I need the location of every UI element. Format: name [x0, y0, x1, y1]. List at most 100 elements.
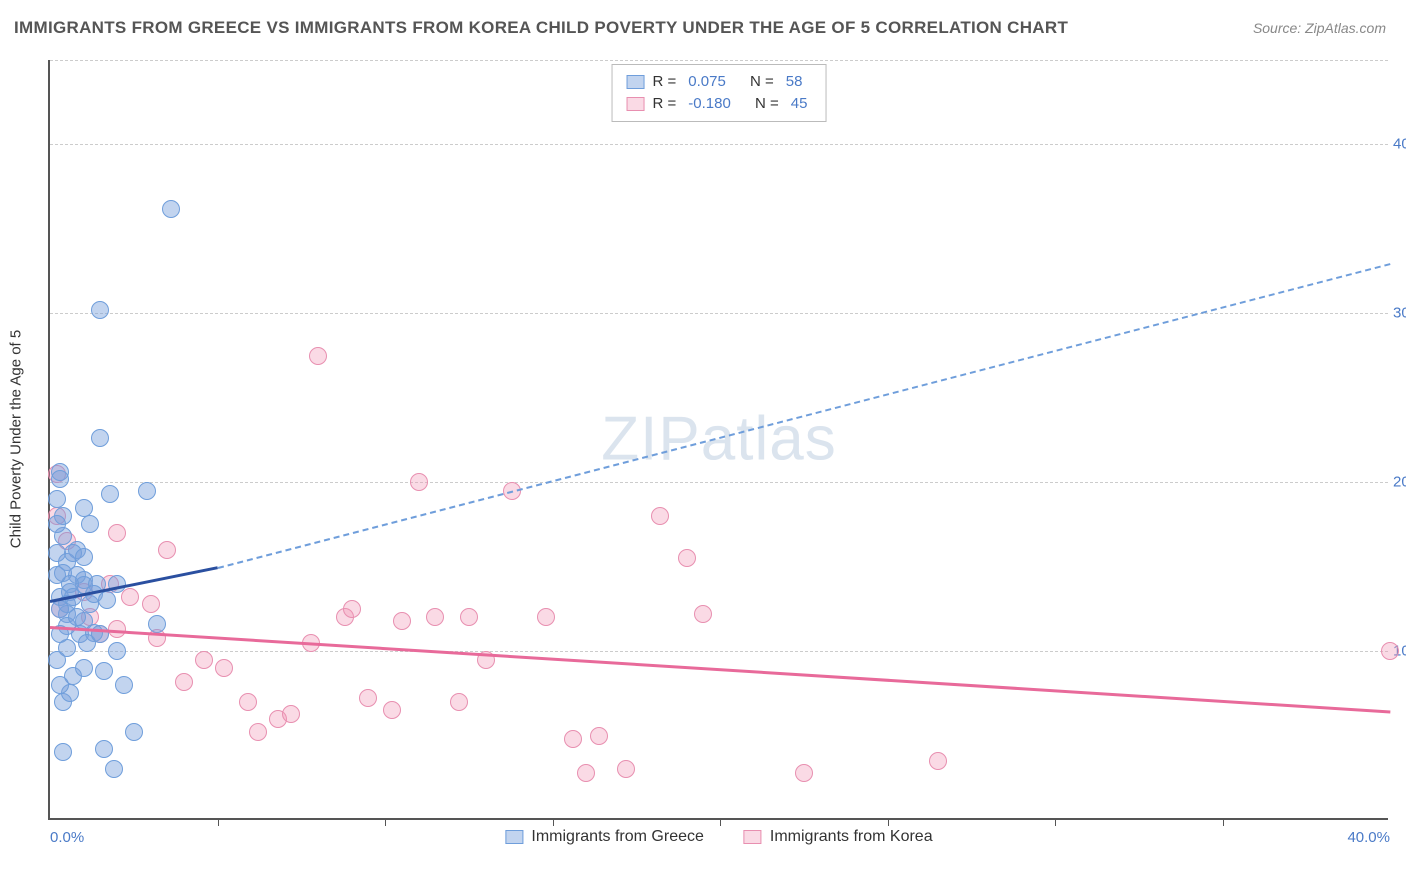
point-greece [68, 608, 86, 626]
point-korea [426, 608, 444, 626]
point-korea [239, 693, 257, 711]
point-korea [108, 524, 126, 542]
point-korea [410, 473, 428, 491]
point-korea [651, 507, 669, 525]
point-greece [81, 515, 99, 533]
point-greece [162, 200, 180, 218]
x-tick [553, 818, 554, 826]
swatch-korea [627, 97, 645, 111]
point-greece [51, 470, 69, 488]
r-value-korea: -0.180 [684, 93, 735, 115]
point-korea [617, 760, 635, 778]
stats-legend: R = 0.075 N = 58 R = -0.180 N = 45 [612, 64, 827, 122]
r-label: R = [653, 93, 677, 115]
x-tick [1055, 818, 1056, 826]
point-greece [48, 544, 66, 562]
source-label: Source: ZipAtlas.com [1253, 20, 1386, 36]
legend-swatch-greece [505, 830, 523, 844]
point-korea [121, 588, 139, 606]
gridline [50, 482, 1388, 483]
y-axis-title: Child Poverty Under the Age of 5 [8, 330, 25, 548]
point-greece [125, 723, 143, 741]
point-korea [694, 605, 712, 623]
point-korea [450, 693, 468, 711]
stats-row-greece: R = 0.075 N = 58 [627, 71, 812, 93]
n-label: N = [755, 93, 779, 115]
y-tick-label: 20.0% [1393, 474, 1406, 491]
point-korea [795, 764, 813, 782]
point-greece [148, 615, 166, 633]
point-korea [215, 659, 233, 677]
swatch-greece [627, 75, 645, 89]
n-value-korea: 45 [787, 93, 812, 115]
point-greece [91, 301, 109, 319]
point-korea [249, 723, 267, 741]
point-greece [115, 676, 133, 694]
point-korea [359, 689, 377, 707]
series-legend: Immigrants from Greece Immigrants from K… [505, 828, 932, 846]
point-greece [48, 515, 66, 533]
point-korea [195, 651, 213, 669]
point-korea [142, 595, 160, 613]
point-greece [51, 600, 69, 618]
trend-line [217, 263, 1390, 569]
x-tick [385, 818, 386, 826]
point-korea [577, 764, 595, 782]
point-greece [95, 740, 113, 758]
legend-label-korea: Immigrants from Korea [770, 828, 933, 846]
point-korea [393, 612, 411, 630]
point-korea [537, 608, 555, 626]
point-greece [48, 566, 66, 584]
plot-area: Child Poverty Under the Age of 5 ZIPatla… [48, 60, 1388, 820]
x-tick [1223, 818, 1224, 826]
x-tick [218, 818, 219, 826]
point-korea [460, 608, 478, 626]
point-greece [95, 662, 113, 680]
point-korea [564, 730, 582, 748]
gridline [50, 144, 1388, 145]
r-value-greece: 0.075 [684, 71, 730, 93]
point-greece [51, 676, 69, 694]
point-greece [75, 499, 93, 517]
x-tick-label: 0.0% [50, 829, 84, 846]
point-greece [48, 490, 66, 508]
x-tick-label: 40.0% [1347, 829, 1390, 846]
gridline [50, 313, 1388, 314]
point-korea [175, 673, 193, 691]
n-label: N = [750, 71, 774, 93]
n-value-greece: 58 [782, 71, 807, 93]
point-greece [98, 591, 116, 609]
legend-item-korea: Immigrants from Korea [744, 828, 933, 846]
point-greece [54, 743, 72, 761]
point-greece [75, 548, 93, 566]
y-tick-label: 40.0% [1393, 136, 1406, 153]
point-greece [48, 651, 66, 669]
point-greece [105, 760, 123, 778]
point-greece [101, 485, 119, 503]
point-korea [282, 705, 300, 723]
point-greece [138, 482, 156, 500]
legend-item-greece: Immigrants from Greece [505, 828, 703, 846]
legend-swatch-korea [744, 830, 762, 844]
stats-row-korea: R = -0.180 N = 45 [627, 93, 812, 115]
point-korea [309, 347, 327, 365]
point-korea [383, 701, 401, 719]
gridline [50, 60, 1388, 61]
point-korea [343, 600, 361, 618]
point-korea [678, 549, 696, 567]
point-korea [929, 752, 947, 770]
r-label: R = [653, 71, 677, 93]
point-greece [108, 642, 126, 660]
x-tick [720, 818, 721, 826]
legend-label-greece: Immigrants from Greece [531, 828, 703, 846]
gridline [50, 651, 1388, 652]
point-korea [1381, 642, 1399, 660]
point-greece [75, 659, 93, 677]
point-korea [590, 727, 608, 745]
x-tick [888, 818, 889, 826]
chart-container: IMMIGRANTS FROM GREECE VS IMMIGRANTS FRO… [0, 0, 1406, 892]
point-greece [91, 429, 109, 447]
chart-title: IMMIGRANTS FROM GREECE VS IMMIGRANTS FRO… [14, 18, 1068, 38]
point-korea [158, 541, 176, 559]
y-tick-label: 30.0% [1393, 305, 1406, 322]
